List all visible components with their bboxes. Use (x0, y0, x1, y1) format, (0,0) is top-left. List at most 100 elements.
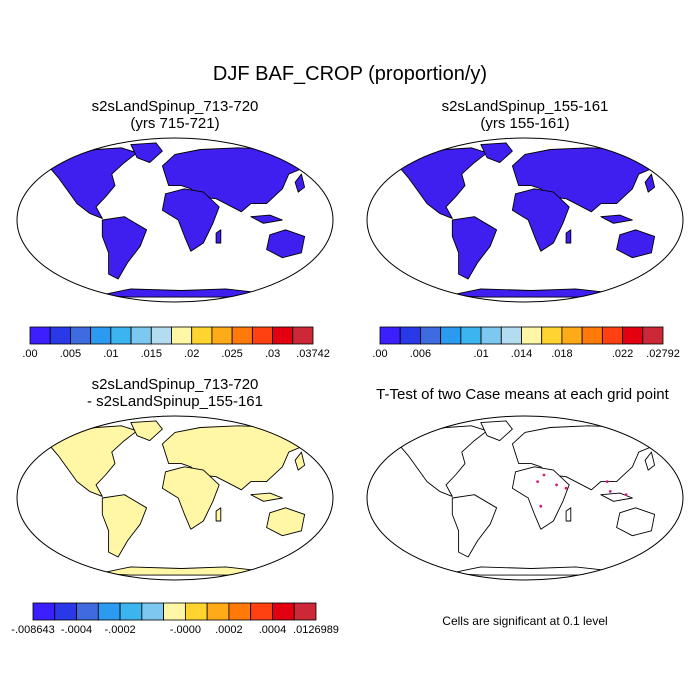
panel-2-title-line1: s2sLandSpinup_155-161 (441, 98, 609, 115)
colorbar-tick-label: -.0000 (170, 624, 201, 636)
land-greenland (130, 142, 163, 164)
land-south-america (101, 494, 148, 558)
panel-1-title: s2sLandSpinup_713-720 (yrs 715-721) (30, 98, 320, 132)
colorbar-swatch (521, 326, 543, 345)
colorbar-swatch (206, 602, 230, 621)
land-south-america (451, 494, 498, 558)
colorbar-swatch (581, 326, 603, 345)
map-panel-1 (16, 137, 334, 303)
panel-4-title: T-Test of two Case means at each grid po… (350, 386, 695, 403)
colorbar-tick-label: .03 (265, 348, 280, 360)
land-indonesia (250, 214, 283, 224)
colorbar-swatch (150, 326, 172, 345)
colorbar-swatch (561, 326, 583, 345)
colorbar-swatch (251, 326, 273, 345)
land-greenland (130, 420, 163, 442)
colorbar-tick-label: .00 (22, 348, 37, 360)
colorbar-swatch (231, 326, 253, 345)
land-australia (266, 507, 306, 537)
colorbar-swatch (191, 326, 213, 345)
map-border (366, 415, 684, 581)
colorbar-swatch (642, 326, 664, 345)
significant-cell (608, 490, 612, 493)
colorbar-swatch (76, 602, 99, 621)
colorbar-tick-label: -.0002 (104, 624, 135, 636)
colorbar-swatch (171, 326, 193, 345)
significant-cell (555, 483, 558, 487)
land-japan (644, 173, 656, 193)
colorbar-tick-label: .0004 (259, 624, 287, 636)
colorbar-swatch (272, 602, 295, 621)
colorbar-3: -.008643 -.0004 -.0002 -.0000 .0002 .0004 .012… (11, 602, 339, 636)
significant-cell (539, 504, 543, 508)
panel-3-title: s2sLandSpinup_713-720 - s2sLandSpinup_15… (30, 376, 320, 410)
colorbar-tick-label: .02792 (646, 348, 680, 360)
colorbar-tick-label: .005 (60, 348, 81, 360)
land-africa (511, 188, 570, 252)
land-japan (294, 451, 306, 471)
colorbar-swatch (399, 326, 421, 345)
map-panel-3 (16, 415, 334, 581)
significant-cell (536, 480, 539, 483)
colorbar-swatch (141, 602, 165, 621)
panel-3-title-line1: s2sLandSpinup_713-720 (91, 376, 259, 393)
significant-cell (605, 480, 609, 483)
colorbar-tick-label: .0002 (215, 624, 243, 636)
colorbar-swatch (420, 326, 442, 345)
colorbar-swatch (32, 602, 56, 621)
colorbar-swatch (29, 326, 51, 345)
colorbar-swatch (250, 602, 273, 621)
significance-note: Cells are significant at 0.1 level (442, 614, 608, 628)
map-panel-4 (366, 415, 684, 581)
colorbar-swatch (480, 326, 502, 345)
land-south-america (101, 216, 148, 280)
land-north-america (394, 147, 488, 219)
panel-2-title-line2: (yrs 155-161) (480, 115, 570, 132)
map-panel-2 (366, 137, 684, 303)
colorbar-tick-label: .018 (551, 348, 572, 360)
colorbar-tick-label: .025 (221, 348, 242, 360)
panel-4-title-line1: T-Test of two Case means at each grid po… (376, 386, 669, 403)
significant-cell (564, 486, 568, 490)
colorbar-tick-label: .006 (410, 348, 431, 360)
land-madagascar (215, 229, 222, 244)
land-south-america (451, 216, 498, 280)
land-north-america (44, 425, 138, 497)
colorbar-tick-label: .014 (511, 348, 532, 360)
significant-cell (624, 493, 628, 497)
colorbar-tick-label: .03742 (296, 348, 330, 360)
map-border (16, 137, 334, 303)
land-africa (161, 188, 220, 252)
land-japan (644, 451, 656, 471)
land-australia (266, 229, 306, 259)
colorbar-swatch (460, 326, 482, 345)
panel-1-title-line1: s2sLandSpinup_713-720 (91, 98, 259, 115)
land-madagascar (565, 229, 572, 244)
colorbar-tick-label: -.0004 (61, 624, 92, 636)
colorbar-tick-label: .0126989 (293, 624, 339, 636)
colorbar-swatch (90, 326, 112, 345)
land-greenland (480, 142, 513, 164)
colorbar-tick-label: .00 (372, 348, 387, 360)
colorbar-tick-label: .022 (612, 348, 633, 360)
colorbar-swatch (54, 602, 77, 621)
colorbar-swatch (97, 602, 121, 621)
land-australia (616, 507, 656, 537)
colorbar-1: .00 .005 .01 .015 .02 .025 .03 .03742 (22, 326, 330, 360)
colorbar-swatch (228, 602, 252, 621)
land-madagascar (565, 507, 572, 522)
colorbar-tick-label: .01 (103, 348, 118, 360)
land-japan (294, 173, 306, 193)
colorbar-tick-label: -.008643 (11, 624, 54, 636)
land-africa (511, 466, 570, 530)
colorbar-tick-label: .02 (184, 348, 199, 360)
land-indonesia (600, 214, 633, 224)
land-north-america (394, 425, 488, 497)
colorbar-swatch (440, 326, 462, 345)
colorbar-2: .00 .006 .01 .014 .018 .022 .02792 (372, 326, 680, 360)
colorbar-tick-label: .01 (473, 348, 488, 360)
colorbar-tick-label: .015 (141, 348, 162, 360)
colorbar-swatch (163, 602, 186, 621)
colorbar-swatch (272, 326, 294, 345)
